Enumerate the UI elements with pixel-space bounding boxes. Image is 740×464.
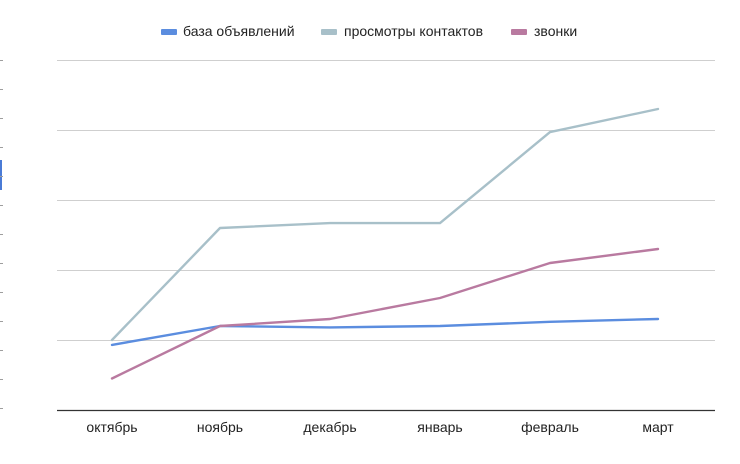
series-line [110,247,660,380]
chart-gridlines [57,60,715,412]
left-edge-tick [0,350,3,351]
legend-swatch [161,29,177,35]
left-edge-tick [0,292,3,293]
x-tick-label: февраль [521,419,579,435]
legend-swatch [321,29,337,35]
series-line [110,317,660,347]
left-edge-marker [0,160,2,190]
x-tick-label: декабрь [303,419,356,435]
left-edge-tick [0,176,3,177]
left-edge-tick [0,321,3,322]
x-tick-label: март [642,419,674,435]
x-tick-label: январь [417,419,462,435]
left-edge-tick [0,408,3,409]
series-line [110,107,660,342]
left-edge-tick [0,147,3,148]
chart-legend: база объявлений просмотры контактов звонки [161,23,577,39]
left-edge-tick [0,60,3,61]
x-axis-labels: октябрь ноябрь декабрь январь февраль март [86,419,674,435]
left-edge-tick [0,205,3,206]
left-edge-tick [0,234,3,235]
left-edge-tick [0,379,3,380]
legend-label: база объявлений [183,23,295,39]
legend-label: просмотры контактов [344,23,483,39]
left-edge-tick [0,263,3,264]
x-tick-label: ноябрь [197,419,243,435]
chart-series-lines [110,107,660,380]
legend-label: звонки [534,23,577,39]
x-tick-label: октябрь [86,419,137,435]
legend-swatch [511,29,527,35]
left-edge-tick [0,118,3,119]
left-edge-tick [0,89,3,90]
